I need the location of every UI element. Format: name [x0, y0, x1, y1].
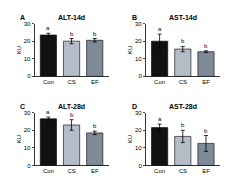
svg-text:a: a: [46, 109, 50, 115]
svg-text:D: D: [132, 103, 137, 110]
svg-text:0: 0: [27, 163, 31, 169]
svg-text:b: b: [70, 31, 74, 37]
svg-text:b: b: [181, 122, 185, 128]
svg-text:CS: CS: [67, 79, 75, 85]
svg-text:30: 30: [24, 21, 31, 27]
svg-text:b: b: [181, 38, 185, 44]
svg-text:KU: KU: [127, 135, 133, 143]
svg-text:30: 30: [135, 110, 142, 116]
svg-text:ALT-14d: ALT-14d: [58, 14, 85, 21]
svg-text:20: 20: [24, 127, 31, 133]
svg-text:EF: EF: [91, 168, 99, 174]
svg-text:KU: KU: [16, 46, 22, 54]
svg-text:20: 20: [135, 127, 142, 133]
svg-text:30: 30: [24, 110, 31, 116]
svg-text:ALT-28d: ALT-28d: [58, 103, 85, 110]
svg-text:CS: CS: [179, 79, 187, 85]
svg-text:0: 0: [138, 163, 142, 169]
svg-text:Con: Con: [154, 168, 165, 174]
svg-text:b: b: [93, 123, 97, 129]
svg-text:a: a: [158, 26, 162, 32]
svg-text:EF: EF: [202, 79, 210, 85]
svg-text:KU: KU: [16, 135, 22, 143]
svg-text:b: b: [70, 112, 74, 118]
svg-text:0: 0: [27, 73, 31, 79]
svg-text:Con: Con: [43, 168, 54, 174]
svg-text:C: C: [20, 103, 25, 110]
svg-text:10: 10: [24, 145, 31, 151]
svg-text:Con: Con: [43, 79, 54, 85]
svg-text:AST-28d: AST-28d: [169, 103, 197, 110]
svg-text:b: b: [93, 31, 97, 37]
svg-text:B: B: [132, 14, 137, 21]
svg-text:20: 20: [24, 38, 31, 44]
svg-text:a: a: [46, 25, 50, 31]
svg-text:Con: Con: [154, 79, 165, 85]
svg-text:CS: CS: [179, 168, 187, 174]
svg-text:CS: CS: [67, 168, 75, 174]
svg-text:10: 10: [135, 145, 142, 151]
svg-text:EF: EF: [91, 79, 99, 85]
svg-text:30: 30: [135, 21, 142, 27]
svg-text:b: b: [204, 43, 208, 49]
svg-text:10: 10: [24, 56, 31, 62]
svg-text:KU: KU: [127, 46, 133, 54]
svg-text:A: A: [20, 14, 25, 21]
svg-text:AST-14d: AST-14d: [169, 14, 197, 21]
svg-text:0: 0: [138, 73, 142, 79]
svg-text:20: 20: [135, 38, 142, 44]
svg-text:EF: EF: [202, 168, 210, 174]
svg-text:a: a: [158, 116, 162, 122]
svg-text:10: 10: [135, 56, 142, 62]
svg-text:b: b: [204, 128, 208, 134]
